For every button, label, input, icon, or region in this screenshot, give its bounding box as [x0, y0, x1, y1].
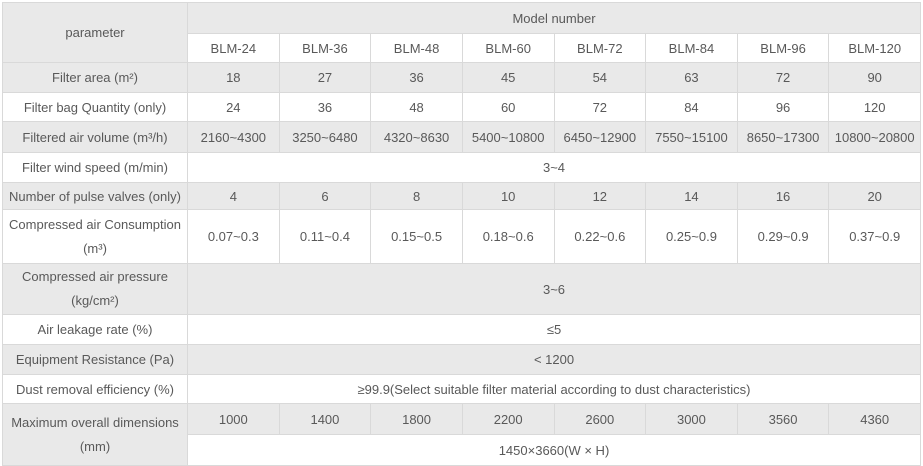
row-label-line2: (kg/cm²)	[71, 293, 119, 308]
cell-value: 4360	[828, 403, 921, 435]
cell-value: 20	[828, 182, 921, 210]
cell-value: 5400~10800	[461, 121, 555, 153]
cell-value: 60	[461, 92, 555, 122]
table-row: Dust removal efficiency (%) ≥99.9(Select…	[2, 374, 921, 404]
row-label-line1: Compressed air pressure	[22, 269, 168, 284]
cell-value: 6	[278, 182, 372, 210]
model-name: BLM-72	[553, 33, 647, 63]
model-number-header: Model number	[187, 2, 921, 34]
table-row: parameter Model number	[2, 2, 921, 63]
cell-value: 120	[828, 92, 921, 122]
row-label-filter-area: Filter area (m²)	[2, 62, 188, 93]
cell-value: 3250~6480	[278, 121, 372, 153]
model-name: BLM-24	[187, 33, 280, 63]
cell-value: 27	[278, 62, 372, 93]
row-label-filter-bag-quantity: Filter bag Quantity (only)	[2, 92, 188, 122]
cell-value: 10800~20800	[828, 121, 921, 153]
cell-value: 8	[370, 182, 463, 210]
cell-value: 36	[370, 62, 463, 93]
row-label-line2: (mm)	[79, 438, 111, 454]
table-row: Filter wind speed (m/min) 3~4	[2, 152, 921, 183]
cell-value: 0.29~0.9	[736, 209, 830, 264]
model-name: BLM-96	[736, 33, 830, 63]
row-label-line2: (m³)	[83, 240, 107, 256]
table-row: Number of pulse valves (only) 4 6 8 10 1…	[2, 182, 921, 210]
cell-value: 0.07~0.3	[187, 209, 280, 264]
table-row: Equipment Resistance (Pa) < 1200	[2, 344, 921, 375]
span-value: < 1200	[187, 344, 921, 375]
model-name: BLM-48	[370, 33, 463, 63]
cell-value: 96	[736, 92, 830, 122]
table-row: Air leakage rate (%) ≤5	[2, 314, 921, 345]
table-row: Filter area (m²) 18 27 36 45 54 63 72 90	[2, 62, 921, 93]
cell-value: 1800	[370, 403, 463, 435]
cell-value: 36	[278, 92, 372, 122]
cell-value: 2200	[461, 403, 555, 435]
row-label-air-consumption: Compressed air Consumption (m³)	[2, 209, 188, 264]
cell-value: 7550~15100	[645, 121, 738, 153]
row-label-line1: Compressed air Consumption	[9, 216, 181, 232]
model-name: BLM-60	[461, 33, 555, 63]
cell-value: 84	[645, 92, 738, 122]
span-value: 1450×3660(W × H)	[187, 434, 921, 466]
cell-value: 90	[828, 62, 921, 93]
span-value: ≥99.9(Select suitable filter material ac…	[187, 374, 921, 404]
cell-value: 10	[461, 182, 555, 210]
cell-value: 12	[553, 182, 647, 210]
table-row: BLM-24 BLM-36 BLM-48 BLM-60 BLM-72 BLM-8…	[3, 33, 921, 63]
cell-value: 4	[187, 182, 280, 210]
cell-value: 1400	[278, 403, 372, 435]
row-label-air-leakage: Air leakage rate (%)	[2, 314, 188, 345]
model-name: BLM-84	[645, 33, 738, 63]
cell-value: 0.25~0.9	[645, 209, 738, 264]
table-row: Filter bag Quantity (only) 24 36 48 60 7…	[2, 92, 921, 122]
cell-value: 0.22~0.6	[553, 209, 647, 264]
span-value: 3~4	[187, 152, 921, 183]
row-label-line1: Maximum overall dimensions	[11, 414, 179, 430]
cell-value: 6450~12900	[553, 121, 647, 153]
cell-value: 54	[553, 62, 647, 93]
span-value: ≤5	[187, 314, 921, 345]
cell-value: 3000	[645, 403, 738, 435]
parameter-header: parameter	[2, 2, 188, 63]
table-row: Maximum overall dimensions (mm) 1000 140…	[2, 403, 921, 466]
cell-value: 2600	[553, 403, 647, 435]
cell-value: 0.11~0.4	[278, 209, 372, 264]
table-row: 1450×3660(W × H)	[3, 434, 921, 466]
cell-value: 45	[461, 62, 555, 93]
row-label-air-pressure: Compressed air pressure (kg/cm²)	[2, 263, 188, 315]
table-row: Compressed air Consumption (m³) 0.07~0.3…	[2, 209, 921, 264]
cell-value: 0.37~0.9	[828, 209, 921, 264]
row-label-equipment-resistance: Equipment Resistance (Pa)	[2, 344, 188, 375]
row-label-filtered-air-volume: Filtered air volume (m³/h)	[2, 121, 188, 153]
cell-value: 0.15~0.5	[370, 209, 463, 264]
cell-value: 2160~4300	[187, 121, 280, 153]
cell-value: 8650~17300	[736, 121, 830, 153]
row-label-pulse-valves: Number of pulse valves (only)	[2, 182, 188, 210]
model-name: BLM-36	[278, 33, 372, 63]
cell-value: 16	[736, 182, 830, 210]
cell-value: 3560	[736, 403, 830, 435]
cell-value: 24	[187, 92, 280, 122]
cell-value: 4320~8630	[370, 121, 463, 153]
table-row: Compressed air pressure (kg/cm²) 3~6	[2, 263, 921, 315]
cell-value: 18	[187, 62, 280, 93]
cell-value: 0.18~0.6	[461, 209, 555, 264]
cell-value: 72	[736, 62, 830, 93]
cell-value: 1000	[187, 403, 280, 435]
cell-value: 72	[553, 92, 647, 122]
cell-value: 48	[370, 92, 463, 122]
row-label-filter-wind-speed: Filter wind speed (m/min)	[2, 152, 188, 183]
model-name: BLM-120	[828, 33, 921, 63]
cell-value: 14	[645, 182, 738, 210]
row-label-max-dimensions: Maximum overall dimensions (mm)	[2, 403, 188, 466]
table-row: Filtered air volume (m³/h) 2160~4300 325…	[2, 121, 921, 153]
cell-value: 63	[645, 62, 738, 93]
span-value: 3~6	[187, 263, 921, 315]
row-label-dust-removal-efficiency: Dust removal efficiency (%)	[2, 374, 188, 404]
